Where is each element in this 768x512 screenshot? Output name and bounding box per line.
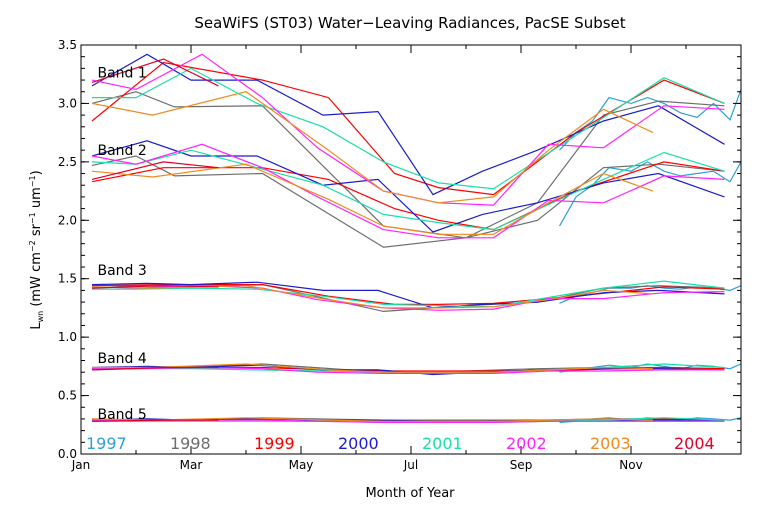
band-label: Band 4 xyxy=(98,351,147,367)
legend-entry: 1998 xyxy=(170,434,211,453)
band-label: Band 2 xyxy=(98,143,147,159)
x-tick-label: Jul xyxy=(403,458,418,472)
axis-ticks: Jan Mar May Jul Sep Nov 0.0 0.5 1.0 1.5 2.0 2.5 3.0 3… xyxy=(58,38,741,472)
series-2002-band-2-line xyxy=(91,143,725,239)
band-label: Band 3 xyxy=(98,263,147,279)
series-1999-band-1-line xyxy=(91,61,725,196)
legend-entry: 2000 xyxy=(338,434,379,453)
x-tick-label: Jan xyxy=(71,458,91,472)
legend-entry: 2001 xyxy=(422,434,463,453)
plot-area xyxy=(91,53,742,423)
series-2003-band-4-line xyxy=(92,363,654,373)
y-tick-label: 3.0 xyxy=(58,96,77,110)
series-2003-band-1-line xyxy=(91,91,654,204)
y-tick-label: 1.5 xyxy=(58,272,77,286)
y-tick-label: 0.5 xyxy=(58,389,77,403)
series-2004-band-3-line xyxy=(91,285,219,289)
series-2004-band-2-line xyxy=(91,161,219,180)
series-2001-band-1-line xyxy=(92,67,725,190)
series-2004-band-4-line xyxy=(91,366,219,371)
series-2004-band-5-line xyxy=(91,419,219,422)
legend-entry: 2004 xyxy=(674,434,715,453)
band-labels: Band 1 Band 2 Band 3 Band 4 Band 5 xyxy=(98,66,147,423)
x-tick-label: Nov xyxy=(619,458,642,472)
y-tick-label: 0.0 xyxy=(58,447,77,461)
x-tick-label: Mar xyxy=(180,458,203,472)
series-2000-band-3-line xyxy=(91,281,725,309)
x-axis-label: Month of Year xyxy=(365,486,455,501)
chart-title: SeaWiFS (ST03) Water−Leaving Radiances, … xyxy=(194,14,625,32)
y-tick-label: 3.5 xyxy=(58,38,77,52)
series-2002-band-3-line xyxy=(91,285,725,311)
series-1997-band-1-line xyxy=(559,89,742,151)
series-2003-band-3-line xyxy=(91,285,654,309)
series-2001-band-3-line xyxy=(92,280,725,308)
y-tick-label: 2.5 xyxy=(58,155,77,169)
band-label: Band 1 xyxy=(98,66,147,82)
legend-entry: 2002 xyxy=(506,434,547,453)
legend-entry: 1997 xyxy=(86,434,127,453)
y-axis-label: Lwn (mW cm−2 sr−1 um−1) xyxy=(28,170,45,329)
x-tick-label: May xyxy=(289,458,314,472)
series-1998-band-2-line xyxy=(91,155,725,248)
series-1997-band-2-line xyxy=(558,161,742,227)
legend-entry: 1999 xyxy=(254,434,295,453)
band-label: Band 5 xyxy=(98,407,147,423)
series-2001-band-2-line xyxy=(91,149,725,231)
x-tick-label: Sep xyxy=(510,458,533,472)
legend: 1997 1998 1999 2000 2001 2002 2003 2004 xyxy=(86,434,715,453)
series-2004-band-1-line xyxy=(91,58,219,87)
series-2000-band-2-line xyxy=(91,140,725,233)
y-tick-label: 2.0 xyxy=(58,213,77,227)
series-2003-band-2-line xyxy=(91,163,654,235)
series-2000-band-1-line xyxy=(91,53,725,196)
legend-entry: 2003 xyxy=(590,434,631,453)
y-tick-label: 1.0 xyxy=(58,330,77,344)
series-2003-band-5-line xyxy=(91,417,654,422)
